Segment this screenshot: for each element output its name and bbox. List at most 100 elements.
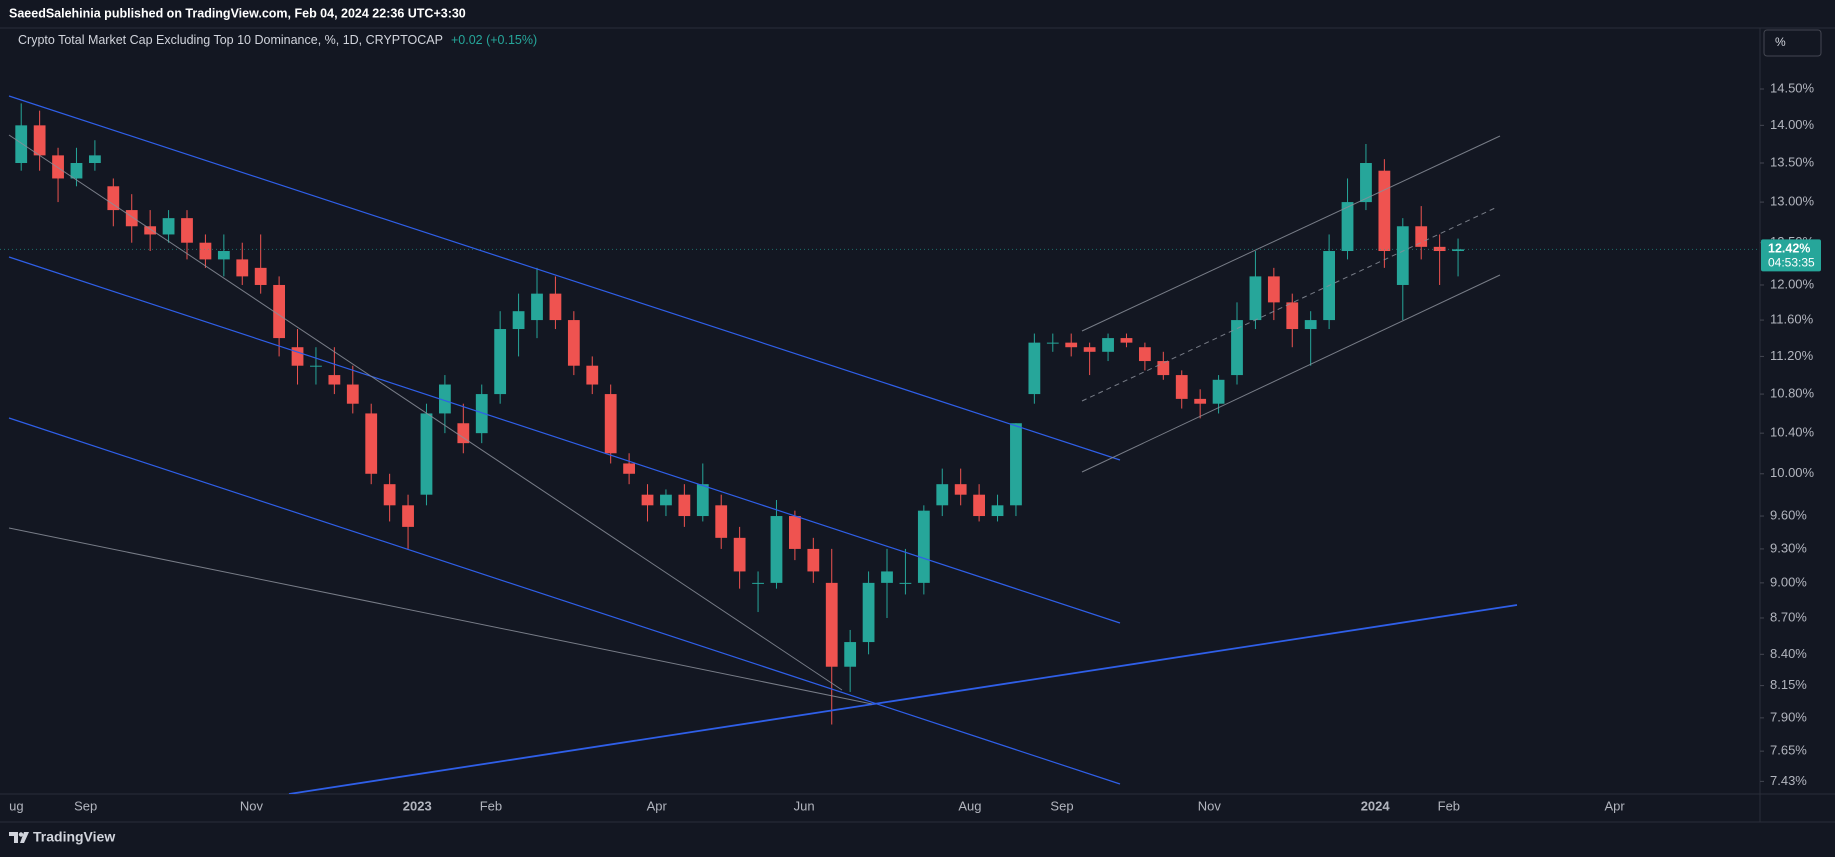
candle-body: [457, 423, 470, 444]
y-tick-label: 10.80%: [1770, 386, 1815, 401]
candle-body: [1433, 246, 1446, 252]
y-tick-label: 9.60%: [1770, 507, 1807, 522]
candle-body: [144, 226, 157, 235]
y-tick-label: 14.50%: [1770, 80, 1815, 95]
candle-body: [199, 242, 212, 260]
trend-line: [8, 134, 843, 691]
candle-body: [899, 582, 912, 584]
y-tick-label: 7.65%: [1770, 743, 1807, 758]
candle-body: [89, 155, 101, 164]
scale-button[interactable]: [1763, 29, 1822, 57]
candle-body: [1065, 342, 1078, 348]
candle-body: [567, 320, 580, 366]
y-tick-label: 7.90%: [1770, 709, 1807, 724]
candle-body: [1286, 302, 1299, 330]
y-tick-label: 8.70%: [1770, 609, 1807, 624]
candle-body: [33, 125, 46, 156]
x-tick-label: Sep: [1050, 798, 1073, 813]
trend-line: [8, 527, 873, 705]
drawings: [8, 95, 1518, 794]
candle-body: [1231, 320, 1243, 376]
candle-body: [660, 494, 672, 506]
y-tick-label: 9.00%: [1770, 574, 1807, 589]
candle-body: [715, 505, 728, 538]
candle-body: [973, 494, 985, 517]
candle-body: [107, 186, 120, 211]
candle-body: [531, 293, 543, 321]
candle-body: [1304, 320, 1317, 330]
candle-body: [954, 484, 967, 495]
x-tick-label: Apr: [1605, 798, 1626, 813]
candle-body: [1102, 338, 1114, 352]
trend-line: [288, 604, 1518, 794]
candle-body: [825, 582, 838, 667]
candle-body: [1341, 202, 1354, 252]
last-price-label: 12.42%: [1768, 242, 1810, 256]
candle-body: [752, 582, 764, 584]
candle-body: [1452, 249, 1464, 252]
candle-body: [733, 537, 746, 572]
candle-body: [1046, 342, 1059, 344]
y-tick-label: 10.00%: [1770, 465, 1815, 480]
symbol-name: Crypto Total Market Cap Excluding Top 10…: [18, 33, 443, 47]
candle-body: [1139, 347, 1151, 362]
x-tick-label: Jun: [794, 798, 815, 813]
logo-mark: [9, 832, 18, 843]
candle-body: [291, 347, 304, 366]
trend-line: [8, 95, 1121, 461]
candle-body: [1396, 226, 1409, 285]
candle-body: [678, 494, 691, 517]
price-label: 12.42%04:53:35: [0, 239, 1821, 272]
last-price-box: [1761, 239, 1821, 272]
x-tick-label: Feb: [480, 798, 502, 813]
scale-button-label[interactable]: %: [1775, 35, 1786, 49]
grid-layer: 7.43% 7.65% 7.90% 8.15% 8.40% 8.70% 9.00% 9.30%…: [1760, 80, 1815, 788]
candle-body: [936, 484, 949, 506]
candle-body: [641, 494, 654, 506]
time-axis: Aug Sep Nov 2023 Feb Apr Jun Aug Sep Nov 2024 Feb Ap…: [0, 798, 1626, 813]
candle-body: [1360, 163, 1372, 203]
y-tick-label: 13.00%: [1770, 194, 1815, 209]
candle-body: [402, 505, 414, 527]
logo-mark: [20, 832, 29, 843]
candle-body: [881, 571, 893, 583]
candle-body: [1120, 338, 1133, 343]
x-tick-label: Sep: [74, 798, 97, 813]
y-tick-label: 11.60%: [1770, 312, 1814, 327]
y-tick-label: 14.00%: [1770, 117, 1815, 132]
candle-body: [162, 218, 175, 235]
candle-body: [1175, 375, 1188, 399]
footer-logo: [9, 832, 29, 843]
candle-body: [1212, 379, 1225, 404]
candle-body: [254, 267, 267, 285]
candle-body: [770, 516, 783, 583]
x-tick-label: Aug: [958, 798, 981, 813]
candle-body: [789, 516, 801, 549]
candle-body: [1028, 342, 1041, 395]
candle-body: [549, 293, 562, 321]
candle-body: [273, 284, 285, 339]
x-tick-label: 2023: [403, 798, 432, 813]
candle-body: [1249, 276, 1262, 321]
candle-body: [310, 365, 322, 367]
candle-body: [1378, 170, 1391, 252]
y-tick-label: 11.20%: [1770, 348, 1814, 363]
candle-body: [70, 163, 83, 179]
candle-body: [1157, 361, 1170, 376]
candle-body: [1010, 423, 1022, 506]
x-tick-label: Aug: [0, 798, 23, 813]
y-tick-label: 13.50%: [1770, 154, 1815, 169]
y-tick-label: 12.00%: [1770, 276, 1815, 291]
publish-header: SaeedSalehinia published on TradingView.…: [9, 6, 466, 20]
channel-upper: [1081, 135, 1501, 332]
trend-line: [8, 417, 1121, 785]
y-tick-label: 7.43%: [1770, 773, 1807, 788]
price-change: +0.02 (+0.15%): [451, 33, 537, 47]
x-tick-label: Nov: [1198, 798, 1222, 813]
candle-body: [494, 329, 507, 395]
candle-body: [365, 413, 378, 474]
candle-body: [125, 210, 138, 227]
candle-body: [604, 394, 617, 454]
